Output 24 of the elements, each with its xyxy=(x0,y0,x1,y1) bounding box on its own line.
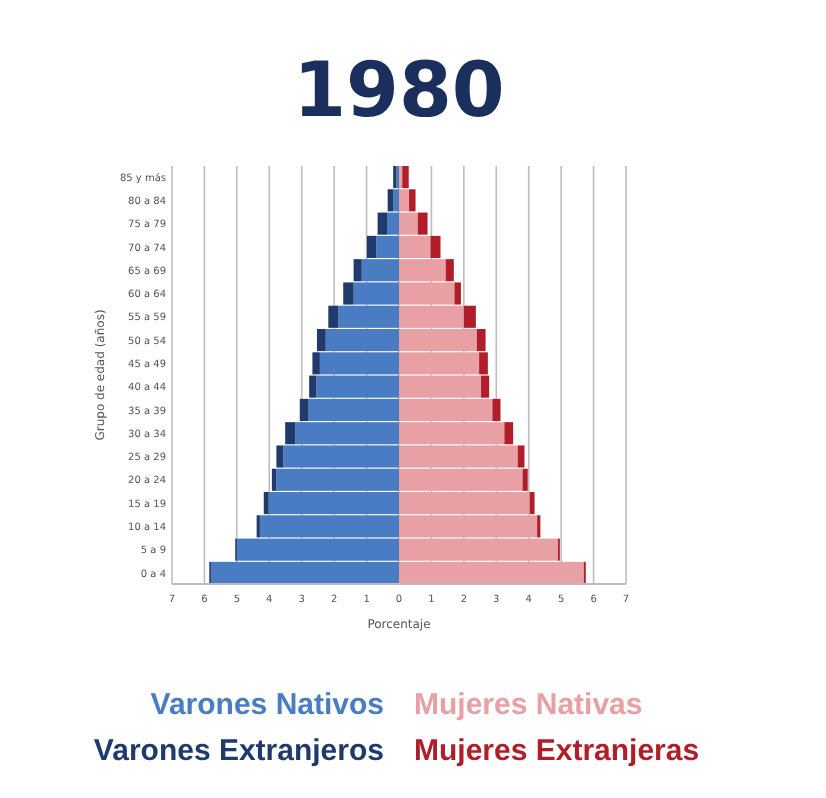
bar xyxy=(377,212,387,235)
bar xyxy=(529,492,535,515)
bar xyxy=(430,235,441,258)
chart-title: 1980 xyxy=(293,46,505,134)
text: Varones Nativos xyxy=(150,688,384,722)
bar xyxy=(276,445,284,468)
text: Varones Extranjeros xyxy=(93,734,384,768)
bar xyxy=(463,305,476,328)
text: Mujeres Extranjeras xyxy=(414,734,700,768)
bar xyxy=(409,189,416,212)
bar xyxy=(343,282,354,305)
bar xyxy=(445,259,454,282)
bar xyxy=(328,305,339,328)
bar xyxy=(402,166,409,189)
bar xyxy=(299,398,309,421)
bar xyxy=(504,422,514,445)
bar xyxy=(417,212,428,235)
bar xyxy=(263,492,269,515)
bar xyxy=(366,235,377,258)
bar xyxy=(454,282,461,305)
bar xyxy=(285,422,296,445)
bar xyxy=(492,398,501,421)
text: Mujeres Nativas xyxy=(414,688,643,722)
bar xyxy=(353,259,362,282)
